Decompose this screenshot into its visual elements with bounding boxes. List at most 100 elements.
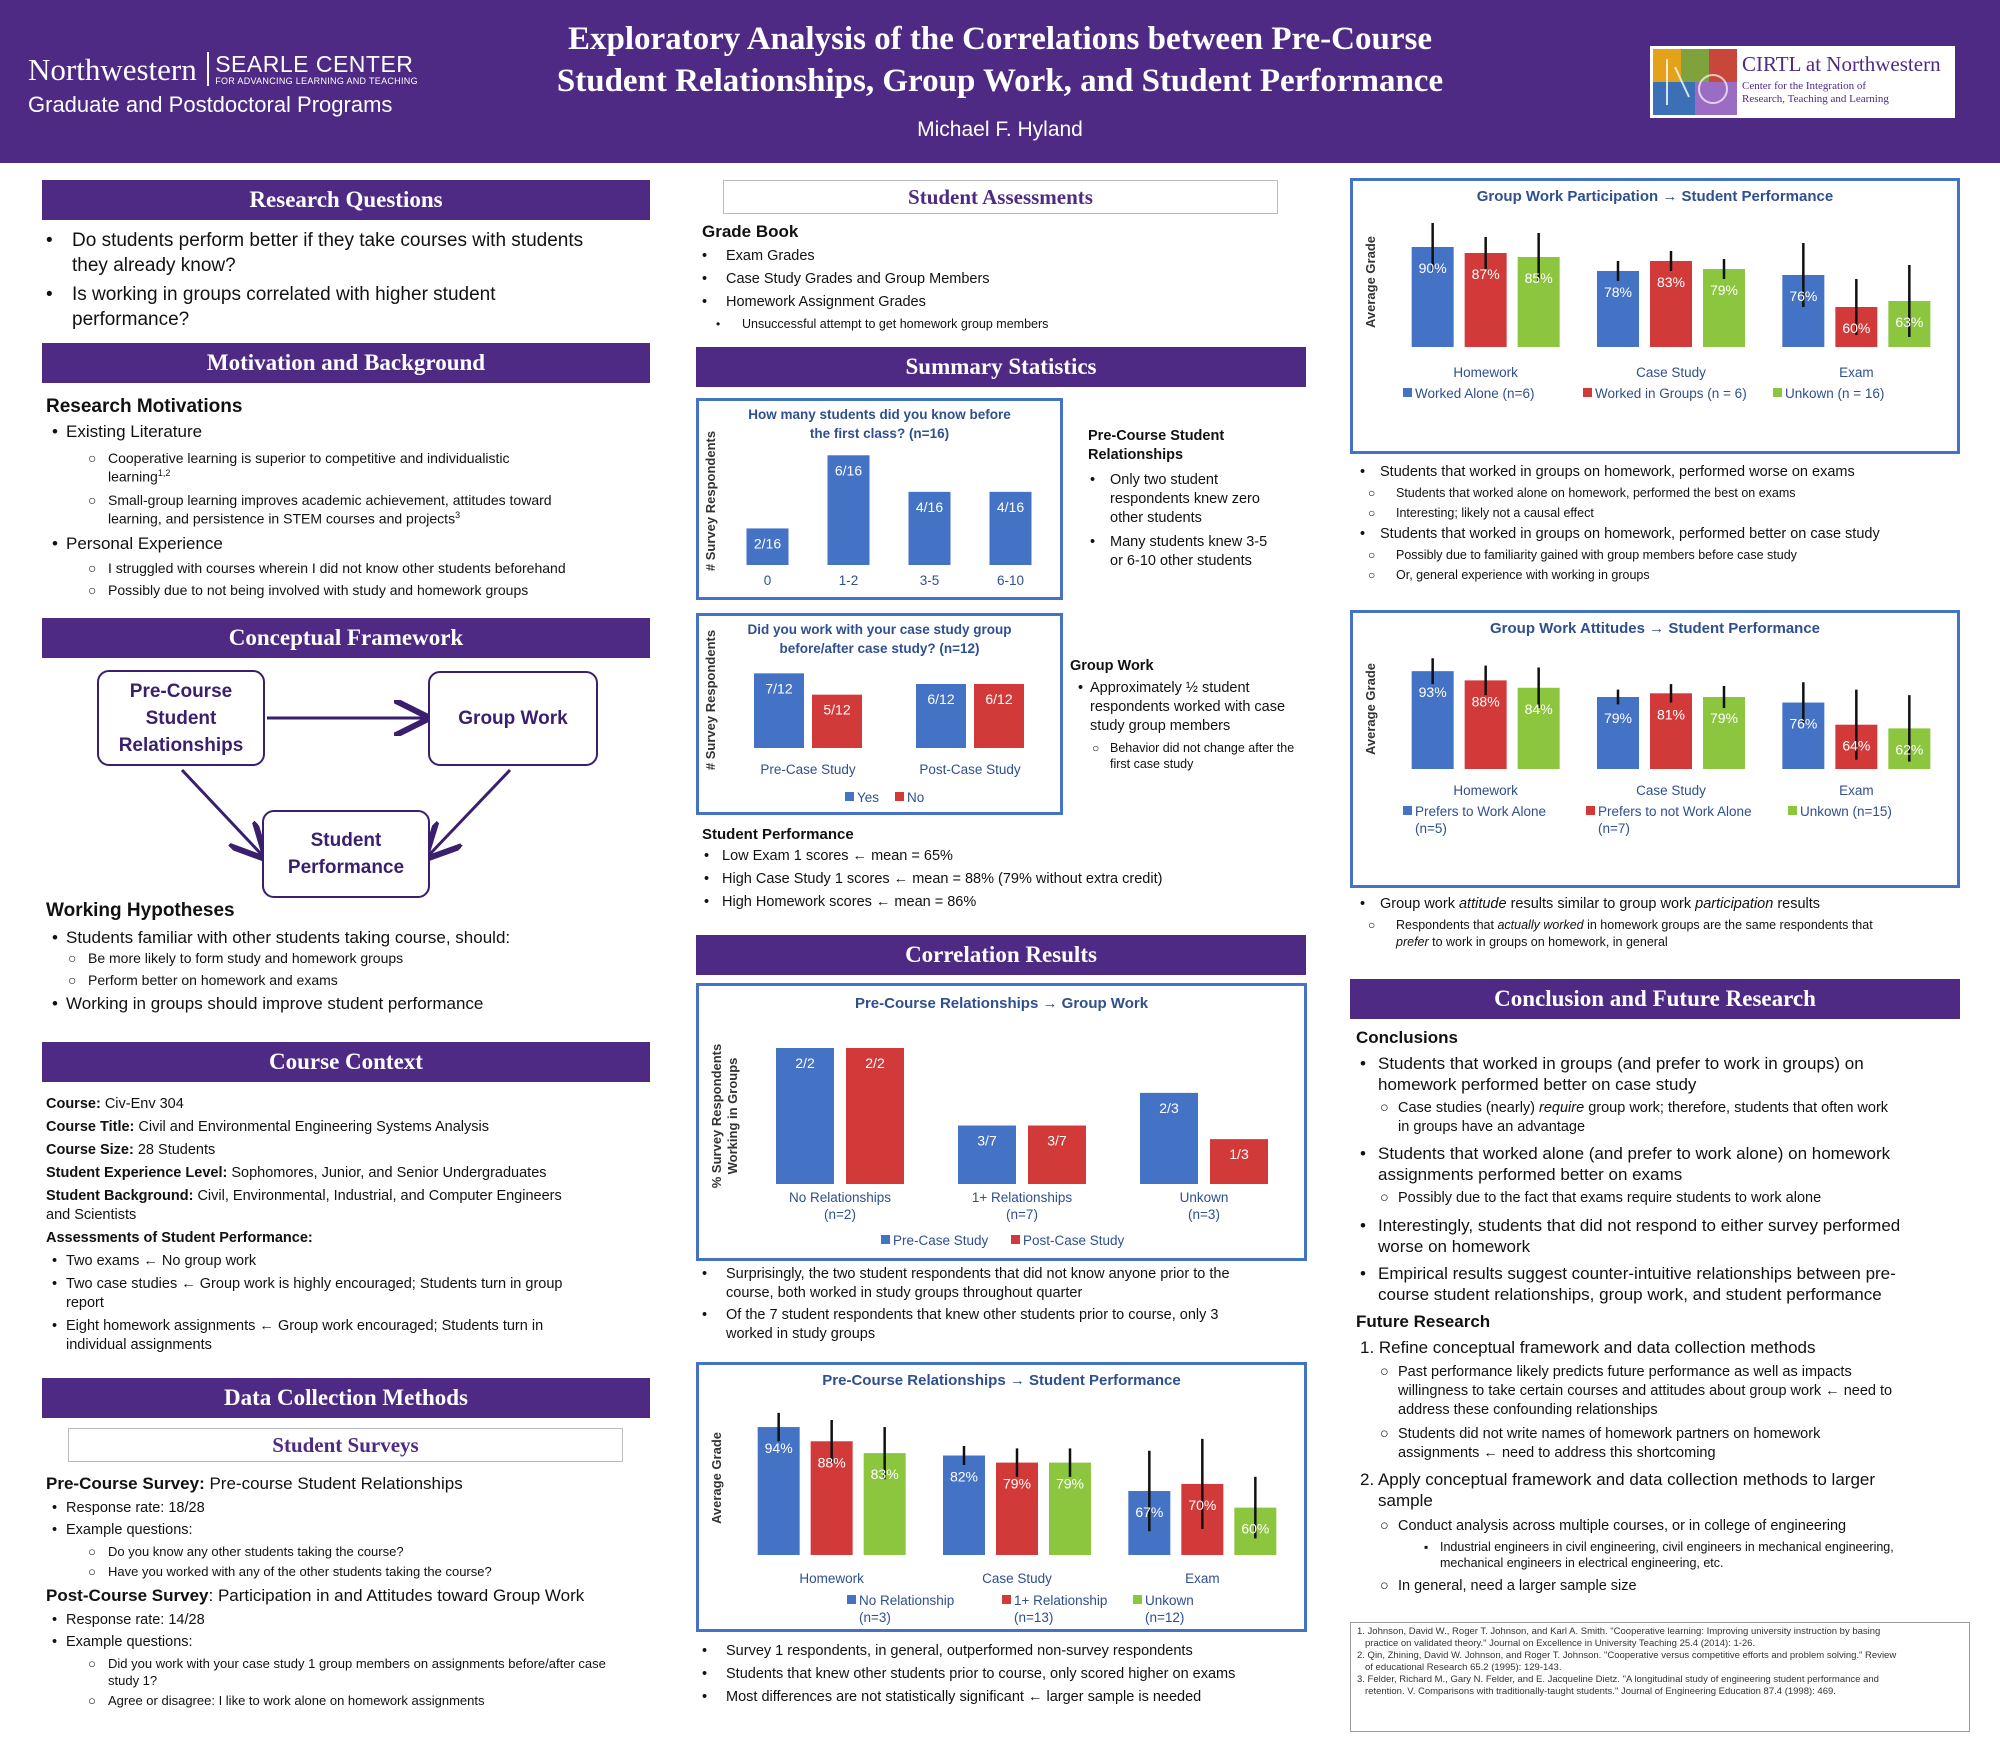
data-label: 6/12 bbox=[927, 691, 954, 707]
chart-attitudes-performance: Group Work Attitudes → Student Performan… bbox=[1350, 610, 1960, 888]
chart-relationships-group-work: Pre-Course Relationships → Group Work % S… bbox=[696, 983, 1307, 1261]
category-label: (n=2) bbox=[824, 1207, 856, 1222]
chart-students-known: How many students did you know before the… bbox=[696, 398, 1063, 600]
legend-swatch bbox=[1403, 806, 1412, 815]
data-collection-content: Pre-Course Survey: Pre-course Student Re… bbox=[46, 1474, 606, 1708]
bar bbox=[1049, 1462, 1091, 1555]
bullet: • bbox=[46, 284, 53, 305]
bar bbox=[1650, 693, 1692, 769]
legend-label: Pre-Case Study bbox=[893, 1233, 989, 1248]
bar bbox=[827, 455, 870, 565]
pre-course-relationships-notes: Pre-Course Student Relationships • Only … bbox=[1088, 428, 1268, 569]
data-label: 76% bbox=[1789, 288, 1817, 304]
data-label: 4/16 bbox=[997, 499, 1024, 515]
legend-label: Unkown (n = 16) bbox=[1785, 386, 1884, 401]
cirtl-emblem-icon bbox=[1653, 49, 1737, 115]
chart-title: Did you work with your case study group bbox=[747, 622, 1011, 637]
arrow-group-to-perf bbox=[429, 768, 512, 855]
bar bbox=[1703, 697, 1745, 769]
data-label: 70% bbox=[1188, 1497, 1216, 1513]
bar bbox=[754, 673, 804, 748]
category-label: Post-Case Study bbox=[919, 762, 1021, 777]
data-label: 88% bbox=[818, 1454, 846, 1470]
conclusion-content: Conclusions • Students that worked in gr… bbox=[1356, 1028, 1901, 1594]
student-performance-notes: Student Performance • Low Exam 1 scores … bbox=[702, 826, 1163, 910]
legend-swatch bbox=[881, 1235, 890, 1244]
conceptual-framework-banner: Conceptual Framework bbox=[42, 618, 650, 658]
chart-students-known-svg: How many students did you know before the… bbox=[703, 407, 1032, 588]
data-label: 79% bbox=[1710, 282, 1738, 298]
data-label: 6/12 bbox=[985, 691, 1012, 707]
category-label: 1+ Relationships bbox=[972, 1190, 1072, 1205]
category-label: 6-10 bbox=[997, 573, 1024, 588]
chart-title: Pre-Course Relationships → Student Perfo… bbox=[822, 1372, 1180, 1389]
framework-box-group-work: Group Work bbox=[428, 671, 598, 766]
data-label: 79% bbox=[1003, 1476, 1031, 1492]
bar bbox=[916, 684, 966, 748]
category-label: Exam bbox=[1839, 365, 1874, 380]
data-label: 60% bbox=[1842, 320, 1870, 336]
category-label: Case Study bbox=[982, 1571, 1052, 1586]
legend-label: No bbox=[907, 790, 924, 805]
chart-title: How many students did you know before bbox=[748, 407, 1011, 422]
framework-box-performance: Student Performance bbox=[262, 810, 430, 898]
legend-label: Post-Case Study bbox=[1023, 1233, 1125, 1248]
category-label: Unkown bbox=[1180, 1190, 1229, 1205]
bar bbox=[812, 694, 862, 748]
legend-label: (n=12) bbox=[1145, 1610, 1184, 1625]
category-label: (n=7) bbox=[1006, 1207, 1038, 1222]
legend-label: Worked Alone (n=6) bbox=[1415, 386, 1534, 401]
bar bbox=[776, 1048, 834, 1184]
bar bbox=[757, 1427, 800, 1555]
category-label: No Relationships bbox=[789, 1190, 891, 1205]
chart-participation-performance-svg: Group Work Participation → Student Perfo… bbox=[1363, 188, 1931, 401]
data-label: 83% bbox=[871, 1466, 899, 1482]
poster-author: Michael F. Hyland bbox=[917, 118, 1083, 141]
chart-title: Group Work Attitudes → Student Performan… bbox=[1490, 620, 1820, 637]
chart-case-study-groups: Did you work with your case study group b… bbox=[696, 613, 1063, 815]
chart-title: the first class? (n=16) bbox=[810, 426, 949, 441]
data-label: 94% bbox=[765, 1440, 793, 1456]
chart-title: before/after case study? (n=12) bbox=[780, 641, 980, 656]
data-label: 63% bbox=[1895, 314, 1923, 330]
data-label: 3/7 bbox=[1047, 1133, 1067, 1149]
data-label: 2/3 bbox=[1159, 1100, 1179, 1116]
category-label: (n=3) bbox=[1188, 1207, 1220, 1222]
bar bbox=[989, 491, 1032, 565]
y-axis-label: # Survey Respondents bbox=[703, 630, 718, 770]
programs-label: Graduate and Postdoctoral Programs bbox=[28, 92, 393, 117]
bar bbox=[1464, 680, 1507, 769]
arrow-pre-to-perf bbox=[180, 768, 262, 855]
legend-swatch bbox=[1133, 1595, 1142, 1604]
bar bbox=[746, 528, 789, 565]
framework-arrows bbox=[180, 660, 512, 900]
bullet: • bbox=[46, 230, 53, 251]
poster-title: Exploratory Analysis of the Correlations… bbox=[556, 21, 1444, 99]
y-axis-label: # Survey Respondents bbox=[703, 431, 718, 571]
chart-relationships-performance-svg: Pre-Course Relationships → Student Perfo… bbox=[709, 1372, 1277, 1625]
chart-attitudes-performance-svg: Group Work Attitudes → Student Performan… bbox=[1363, 620, 1931, 836]
chart-case-study-groups-svg: Did you work with your case study group b… bbox=[703, 622, 1024, 805]
data-label: 85% bbox=[1525, 270, 1553, 286]
bar bbox=[1703, 269, 1745, 347]
research-questions-banner: Research Questions bbox=[42, 180, 650, 220]
data-label: 2/2 bbox=[865, 1055, 885, 1071]
category-label: Case Study bbox=[1636, 783, 1706, 798]
conclusion-banner: Conclusion and Future Research bbox=[1350, 979, 1960, 1019]
legend-label: Prefers to not Work Alone bbox=[1598, 804, 1752, 819]
data-label: 83% bbox=[1657, 274, 1685, 290]
data-label: 7/12 bbox=[765, 680, 792, 696]
bar bbox=[996, 1462, 1038, 1555]
y-axis-label: % Survey Respondents bbox=[709, 1044, 724, 1189]
legend-label: Yes bbox=[857, 790, 879, 805]
bar bbox=[846, 1048, 904, 1184]
legend-label: 1+ Relationship bbox=[1014, 1593, 1107, 1608]
category-label: 1-2 bbox=[839, 573, 859, 588]
participation-notes: • Students that worked in groups on home… bbox=[1360, 464, 1880, 582]
y-axis-label: Working in Groups bbox=[725, 1058, 740, 1175]
legend-label: Unkown (n=15) bbox=[1800, 804, 1892, 819]
data-label: 3/7 bbox=[977, 1133, 997, 1149]
legend-swatch bbox=[847, 1595, 856, 1604]
data-label: 84% bbox=[1525, 701, 1553, 717]
attitudes-notes: • Group work attitude results similar to… bbox=[1360, 896, 1873, 949]
